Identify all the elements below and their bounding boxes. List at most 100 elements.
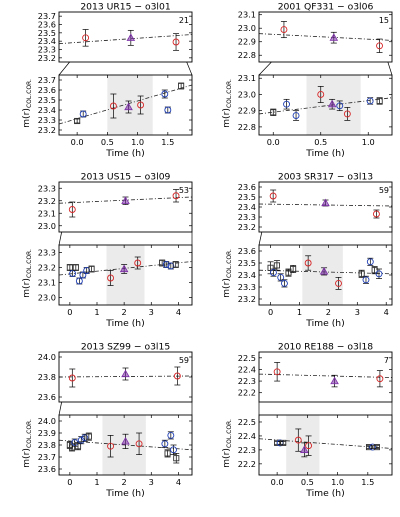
data-point [269, 189, 277, 203]
data-point [172, 261, 179, 268]
y-tick-label: 23.0 [238, 23, 256, 33]
panel-frame [258, 11, 393, 63]
x-tick-label: 3 [355, 307, 360, 317]
x-tick-label: 1.5 [161, 137, 174, 147]
marker-circle [273, 368, 281, 376]
data-point [77, 436, 85, 445]
marker-circle [172, 192, 180, 200]
trend-line [58, 34, 193, 45]
marker-circle [372, 210, 380, 218]
data-point [336, 100, 344, 112]
panel-frame [258, 414, 393, 476]
data-point [280, 279, 288, 288]
y-tick-label: 22.5 [238, 417, 256, 427]
data-point [329, 31, 339, 44]
frame-count-label: 15 [379, 16, 389, 25]
chart-title: 2003 SR317 − o3l13 [278, 172, 373, 183]
y-tick-label: 23.1 [38, 278, 56, 288]
marker-circle [317, 91, 325, 98]
marker-circle [343, 110, 351, 118]
x-tick-label: 1 [94, 307, 99, 317]
x-tick-label: 0 [67, 307, 72, 317]
marker-circle [68, 206, 76, 213]
data-point [135, 432, 143, 455]
x-tick-label: 3 [149, 477, 154, 487]
data-point [79, 110, 87, 118]
marker-triangle [121, 369, 130, 378]
y-tick-label: 23.4 [38, 36, 56, 46]
panel-top-3: 23.223.323.423.523.6 [238, 181, 393, 233]
y-axis-label-main: m(r) [21, 108, 32, 128]
marker-circle [170, 446, 177, 454]
data-point [121, 433, 130, 449]
data-point [178, 82, 185, 90]
panel-bottom-0: 23.223.323.423.523.623.7 0.0 0.5 1.0 1.5 [38, 74, 193, 147]
marker-circle [75, 277, 83, 285]
data-point [270, 268, 277, 277]
data-point [121, 367, 130, 381]
y-tick-label: 22.9 [238, 106, 256, 116]
marker-square [365, 444, 373, 451]
y-axis-label-main: m(r) [21, 278, 32, 298]
y-tick-label: 22.3 [238, 376, 256, 386]
y-tick-label: 23.7 [38, 452, 56, 462]
data-point [366, 97, 374, 105]
data-point [164, 106, 172, 114]
panel-frame [258, 74, 393, 136]
marker-square [74, 117, 81, 125]
marker-triangle [300, 445, 309, 453]
data-point [173, 453, 180, 464]
y-tick-label: 23.5 [238, 258, 256, 268]
shaded-window [286, 415, 320, 475]
panel-bottom-3: 23.2 23.3 23.4 23.5 23.6 0 1 2 3 4 [238, 244, 393, 317]
data-point [109, 93, 117, 119]
marker-circle [137, 101, 145, 109]
data-point [294, 428, 302, 452]
marker-circle [161, 90, 169, 98]
data-point [72, 264, 79, 271]
marker-circle [294, 436, 302, 444]
x-tick-label: 0.5 [314, 137, 327, 147]
x-axis-label: Time (h) [105, 488, 144, 499]
y-tick-label: 22.2 [238, 388, 256, 398]
marker-circle [167, 431, 175, 439]
x-tick-label: 4 [176, 477, 181, 487]
trend-line [58, 84, 193, 125]
marker-circle [107, 274, 115, 282]
marker-square [68, 444, 76, 451]
marker-circle [304, 259, 312, 267]
panel-bottom-2: 23.0 23.1 23.2 23.3 0 1 2 3 4 [38, 244, 193, 317]
zoom-connector-left [58, 61, 70, 76]
x-tick-label: 1.5 [361, 477, 374, 487]
marker-triangle [319, 266, 329, 275]
data-point [300, 442, 309, 458]
data-point [167, 431, 175, 440]
y-axis-label-main: m(r) [21, 448, 32, 468]
data-point [376, 38, 383, 53]
marker-square [74, 443, 82, 450]
y-tick-label: 24.0 [38, 416, 56, 426]
x-tick-label: 0.5 [101, 137, 114, 147]
y-tick-label: 23.5 [38, 28, 56, 38]
marker-circle [280, 26, 288, 34]
data-point [161, 89, 169, 99]
trend-line [258, 373, 393, 378]
x-tick-label: 1 [94, 477, 99, 487]
trend-line [258, 33, 393, 41]
panel-frame [58, 11, 193, 63]
x-axis-label: Time (h) [105, 148, 144, 159]
marker-circle [79, 110, 87, 118]
data-point [170, 444, 177, 455]
data-point [371, 266, 378, 275]
marker-square [274, 439, 281, 446]
chart-title: 2013 UR15 − o3l01 [80, 2, 170, 13]
zoom-connector-right [387, 61, 393, 76]
marker-circle [335, 279, 342, 287]
data-point [81, 433, 89, 442]
y-axis-label: m(r)COL.COR. [21, 419, 33, 468]
data-point [172, 189, 180, 203]
panel-frame [58, 244, 193, 306]
x-tick-label: 4 [176, 307, 181, 317]
marker-circle [81, 434, 89, 442]
